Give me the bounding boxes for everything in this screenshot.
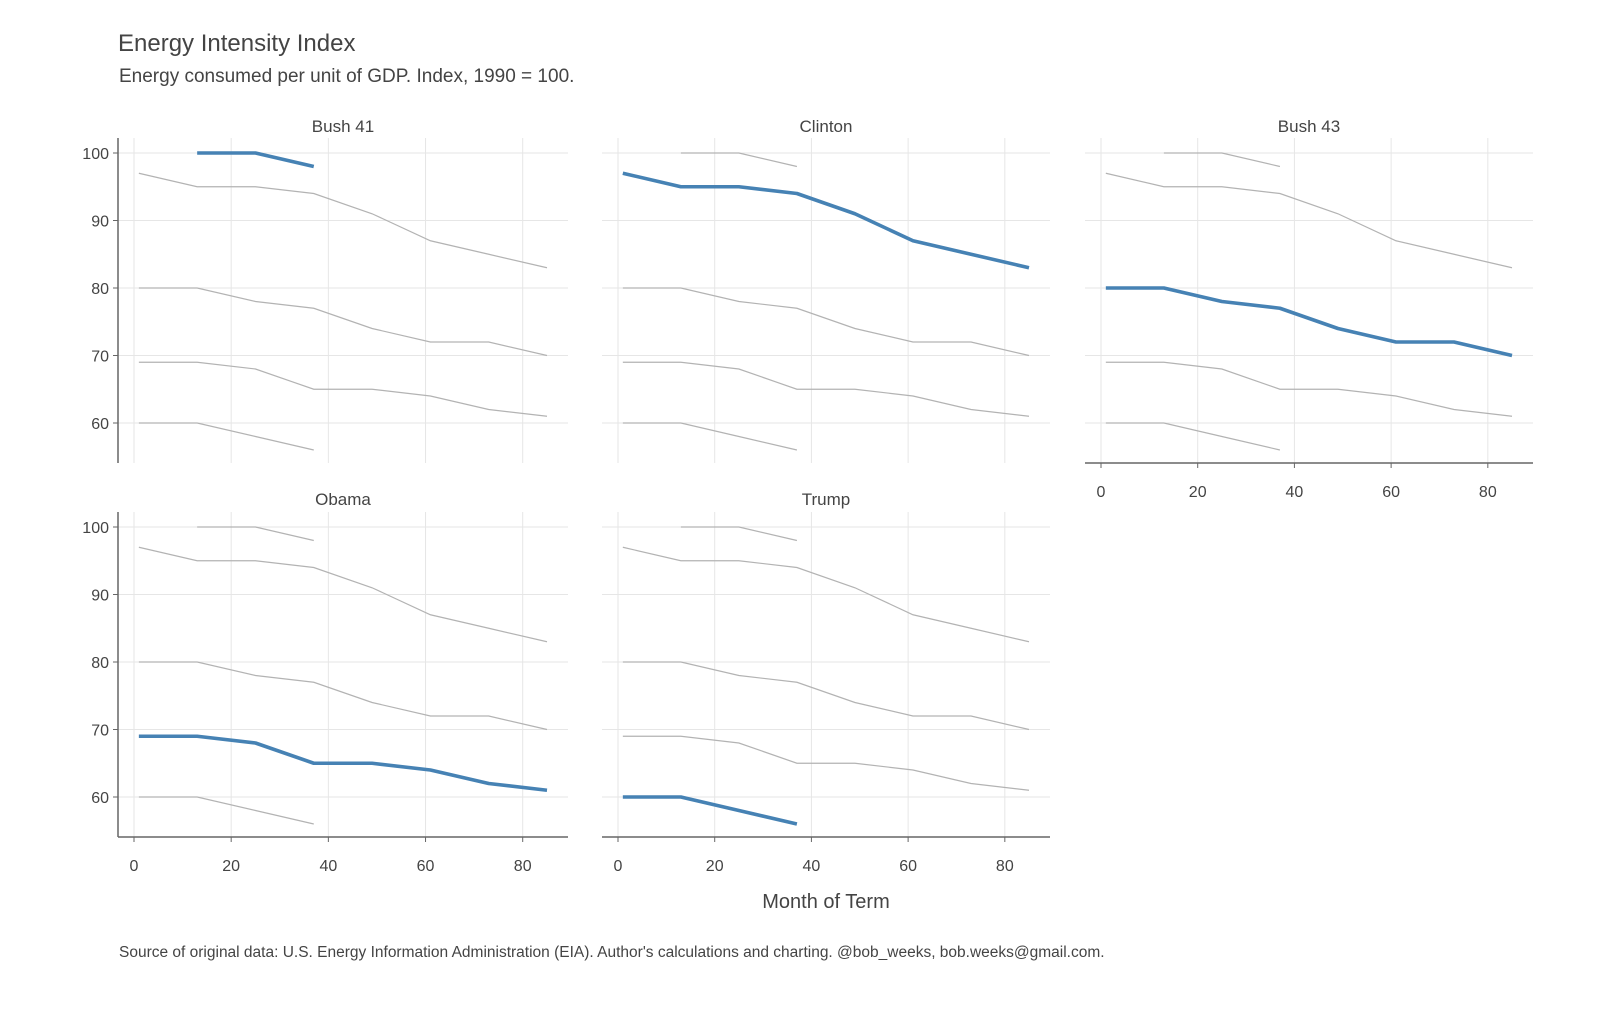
background-series-line — [622, 661, 1030, 731]
background-series-line — [1105, 422, 1281, 451]
background-series-line — [138, 422, 314, 451]
background-series-line — [138, 796, 314, 825]
y-tick-label: 60 — [91, 790, 109, 807]
chart-title: Energy Intensity Index — [118, 30, 356, 57]
panel-bush-43: Bush 43 0 20 40 60 80 — [1085, 117, 1533, 501]
x-tick-label: 40 — [803, 858, 821, 875]
y-tick-label: 80 — [91, 281, 109, 298]
highlight-series-line — [138, 734, 548, 793]
x-tick-label: 80 — [514, 858, 532, 875]
background-series-line — [622, 422, 798, 451]
x-tick-label: 0 — [614, 858, 623, 875]
background-series-line — [622, 546, 1030, 643]
panel-bush-41: Bush 41 60 70 80 90 100 — [82, 117, 568, 463]
panel-clinton: Clinton — [602, 117, 1050, 463]
chart-subtitle: Energy consumed per unit of GDP. Index, … — [119, 66, 575, 87]
x-tick-label: 60 — [1382, 484, 1400, 501]
highlight-series-line — [622, 795, 798, 826]
x-tick-label: 40 — [319, 858, 337, 875]
x-tick-label: 20 — [706, 858, 724, 875]
x-tick-label: 80 — [1479, 484, 1497, 501]
background-series-line — [1163, 152, 1281, 168]
background-series-line — [622, 361, 1030, 417]
x-tick-label: 60 — [417, 858, 435, 875]
x-tick-label: 20 — [1189, 484, 1207, 501]
background-series-line — [138, 546, 548, 643]
chart-caption: Source of original data: U.S. Energy Inf… — [119, 944, 1105, 961]
background-series-line — [622, 735, 1030, 791]
background-series-line — [680, 526, 798, 542]
background-series-line — [138, 361, 548, 417]
panels-layer: Bush 41 60 70 80 90 100 Clinton Bush 43 0 20 40 60 8… — [82, 117, 1533, 875]
background-series-line — [1105, 361, 1513, 417]
highlight-series-line — [622, 171, 1030, 270]
x-tick-label: 80 — [996, 858, 1014, 875]
background-series-line — [138, 172, 548, 269]
background-series-line — [138, 661, 548, 731]
background-series-line — [197, 526, 314, 542]
x-tick-label: 40 — [1286, 484, 1304, 501]
panel-title: Obama — [315, 490, 371, 509]
x-tick-label: 0 — [1097, 484, 1106, 501]
y-tick-label: 90 — [91, 214, 109, 231]
y-tick-label: 100 — [82, 146, 109, 163]
panel-title: Bush 41 — [312, 117, 374, 136]
background-series-line — [138, 287, 548, 357]
panel-title: Bush 43 — [1278, 117, 1340, 136]
y-tick-label: 80 — [91, 655, 109, 672]
y-tick-label: 100 — [82, 520, 109, 537]
y-tick-label: 70 — [91, 349, 109, 366]
y-tick-label: 90 — [91, 588, 109, 605]
x-tick-label: 0 — [130, 858, 139, 875]
panel-trump: Trump 0 20 40 60 80 — [602, 490, 1050, 875]
panel-title: Clinton — [800, 117, 853, 136]
background-series-line — [1105, 172, 1513, 269]
y-tick-label: 60 — [91, 416, 109, 433]
background-series-line — [622, 287, 1030, 357]
x-axis-title: Month of Term — [762, 891, 889, 913]
y-tick-label: 70 — [91, 723, 109, 740]
x-tick-label: 20 — [222, 858, 240, 875]
panel-obama: Obama 60 70 80 90 100 0 20 40 60 80 — [82, 490, 568, 875]
x-tick-label: 60 — [899, 858, 917, 875]
highlight-series-line — [1105, 286, 1513, 358]
highlight-series-line — [197, 151, 315, 169]
background-series-line — [680, 152, 798, 168]
panel-title: Trump — [802, 490, 851, 509]
